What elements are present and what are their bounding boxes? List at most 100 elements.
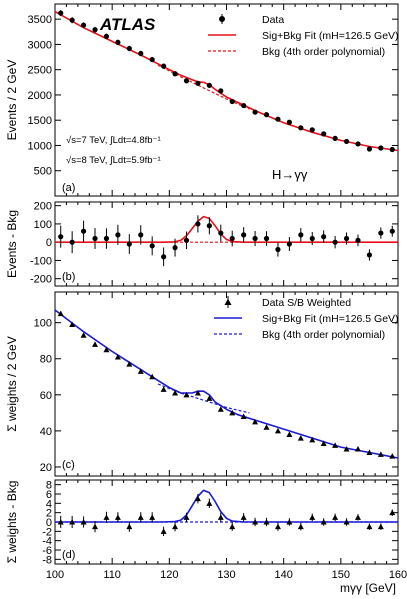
- data-marker: [366, 449, 373, 456]
- x-tick-label: 100: [46, 569, 64, 581]
- y-tick-label: 4: [46, 498, 52, 510]
- data-marker: [263, 235, 270, 242]
- data-point: [69, 231, 75, 254]
- data-point: [309, 127, 315, 133]
- data-marker: [57, 519, 64, 525]
- data-marker: [377, 523, 384, 530]
- data-point: [389, 509, 396, 516]
- data-marker: [332, 514, 339, 520]
- y-tick-label: 1000: [28, 140, 52, 152]
- data-marker: [126, 45, 132, 52]
- data-point: [252, 418, 259, 425]
- data-marker: [80, 519, 87, 525]
- data-marker: [252, 418, 259, 425]
- data-point: [206, 498, 213, 508]
- data-marker: [263, 424, 270, 430]
- data-point: [309, 231, 315, 246]
- legend-c-data-label: Data S/B Weighted: [262, 297, 351, 309]
- data-marker: [286, 519, 293, 525]
- data-marker: [252, 235, 258, 242]
- data-marker: [378, 145, 384, 151]
- data-point: [298, 228, 304, 242]
- data-marker: [92, 341, 99, 347]
- data-point: [286, 119, 292, 125]
- data-point: [321, 131, 327, 137]
- data-marker: [297, 435, 304, 441]
- panel-a-label: (a): [62, 182, 75, 194]
- sig-bkg-fit-curve: [55, 489, 398, 523]
- data-point: [69, 17, 75, 24]
- panel-d-label: (d): [62, 549, 75, 561]
- lumi-8tev-label: √s=8 TeV, ∫Ldt=5.9fb⁻¹: [66, 155, 161, 166]
- data-point: [229, 522, 236, 531]
- data-point: [332, 135, 338, 141]
- panel-c-weighted-spectrum: 20 40 60 80 100 Σ weights / 2 GeV (c) Data S…: [5, 291, 399, 477]
- data-point: [252, 109, 258, 115]
- data-marker: [389, 228, 395, 234]
- data-point: [297, 435, 304, 441]
- data-point: [137, 512, 144, 523]
- panel-a-data-points: [58, 10, 395, 153]
- data-point: [103, 228, 110, 249]
- y-tick-label: -6: [42, 545, 52, 557]
- data-marker: [149, 373, 156, 380]
- data-marker: [172, 245, 178, 251]
- data-marker: [137, 514, 144, 520]
- data-marker: [343, 138, 350, 145]
- data-point: [217, 512, 224, 522]
- data-marker: [354, 514, 361, 520]
- data-marker: [149, 514, 156, 520]
- data-marker: [206, 82, 212, 88]
- data-point: [274, 522, 281, 531]
- data-point: [309, 436, 316, 443]
- y-tick-label: 2000: [28, 90, 52, 102]
- data-point: [309, 513, 316, 522]
- y-tick-label: -2: [42, 526, 52, 538]
- data-point: [377, 451, 384, 457]
- data-point: [343, 138, 350, 145]
- data-point: [286, 518, 293, 526]
- data-marker: [183, 514, 190, 520]
- panel-c-curves: [54, 309, 399, 459]
- data-point: [69, 321, 76, 327]
- data-point: [103, 346, 110, 353]
- data-marker: [161, 254, 167, 260]
- data-point: [366, 146, 373, 152]
- data-marker: [92, 27, 98, 33]
- data-point: [321, 230, 327, 244]
- data-marker: [115, 39, 121, 46]
- x-axis-label: mγγ [GeV]: [340, 581, 396, 595]
- data-marker: [229, 523, 236, 530]
- data-marker: [229, 409, 236, 416]
- data-point: [206, 217, 212, 235]
- panel-a-ylabel: Events / 2 GeV: [5, 60, 19, 141]
- data-marker: [217, 514, 224, 520]
- data-marker: [126, 523, 133, 530]
- data-point: [160, 526, 167, 536]
- data-marker: [286, 241, 292, 247]
- data-point: [103, 511, 110, 523]
- data-point: [161, 63, 167, 69]
- data-marker: [252, 109, 258, 115]
- legend-a-fit-label: Sig+Bkg Fit (mH=126.5 GeV): [262, 30, 399, 42]
- data-point: [138, 50, 144, 57]
- data-point: [57, 515, 64, 529]
- data-point: [115, 224, 121, 245]
- y-tick-label: 8: [46, 480, 52, 492]
- data-point: [298, 125, 304, 131]
- data-point: [229, 98, 235, 105]
- y-tick-label: 100: [34, 318, 52, 330]
- panel-b-data-points: [58, 215, 395, 267]
- data-point: [149, 512, 156, 523]
- data-point: [149, 373, 156, 380]
- data-point: [320, 440, 327, 447]
- data-marker: [263, 519, 270, 525]
- data-point: [366, 249, 373, 261]
- sig-bkg-fit-curve: [54, 10, 399, 152]
- data-marker: [389, 146, 395, 153]
- data-point: [354, 445, 361, 452]
- data-marker: [195, 80, 201, 86]
- data-marker: [366, 146, 373, 152]
